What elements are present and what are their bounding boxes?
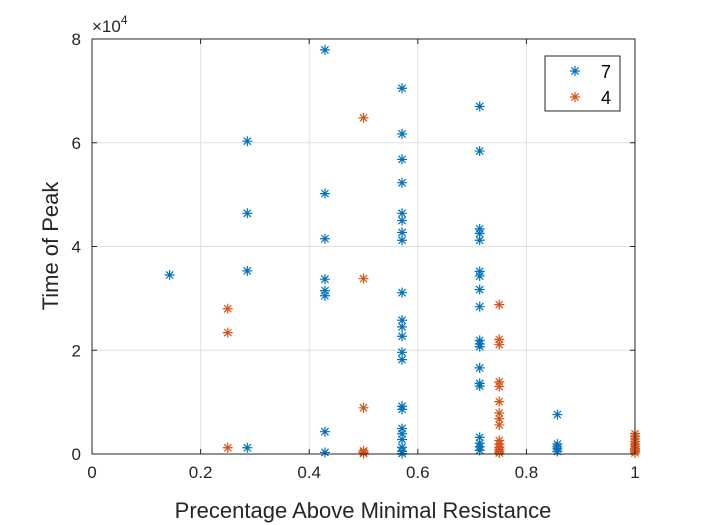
data-point (494, 396, 505, 407)
y-exponent-label: ×104 (92, 13, 128, 36)
data-point (397, 321, 408, 332)
x-tick-label: 0.4 (297, 463, 321, 482)
data-point (319, 426, 330, 437)
y-axis-label: Time of Peak (38, 181, 63, 311)
data-point (474, 146, 485, 157)
data-point (494, 419, 505, 430)
axis-ticks: 0 0.2 0.4 0.6 0.8 1 0 2 4 6 8 (72, 30, 640, 482)
data-point (474, 284, 485, 295)
data-point (397, 128, 408, 139)
data-point (319, 285, 330, 296)
legend-marker-7 (570, 66, 580, 76)
data-point (242, 136, 253, 147)
y-tick-label: 6 (72, 134, 81, 153)
data-point (319, 290, 330, 301)
data-point (494, 334, 505, 345)
y-tick-label: 4 (72, 238, 81, 257)
data-point (319, 274, 330, 285)
data-point (397, 404, 408, 415)
data-point (397, 423, 408, 434)
y-tick-label: 0 (72, 445, 81, 464)
data-point (474, 432, 485, 443)
legend: 74 (544, 55, 621, 112)
data-point (222, 442, 233, 453)
data-point (397, 208, 408, 219)
data-point (397, 347, 408, 358)
data-point (494, 299, 505, 310)
data-point (242, 208, 253, 219)
data-point (397, 177, 408, 188)
data-point (474, 362, 485, 373)
data-point (319, 188, 330, 199)
data-point (222, 303, 233, 314)
y-exponent-base: ×10 (92, 17, 121, 36)
data-point (474, 101, 485, 112)
data-point (358, 273, 369, 284)
data-point (397, 83, 408, 94)
data-point (397, 331, 408, 342)
y-tick-label: 8 (72, 30, 81, 49)
data-point (474, 235, 485, 246)
data-point (397, 287, 408, 298)
x-tick-label: 0.2 (189, 463, 213, 482)
data-point (358, 448, 369, 459)
series-7 (164, 44, 563, 459)
legend-label-7: 7 (601, 62, 611, 82)
data-point (397, 154, 408, 165)
data-point (397, 354, 408, 365)
data-point (494, 381, 505, 392)
data-point (242, 265, 253, 276)
data-point (164, 270, 175, 281)
legend-label-4: 4 (601, 88, 611, 108)
x-tick-label: 0 (87, 463, 96, 482)
data-point (242, 442, 253, 453)
data-point (474, 341, 485, 352)
data-point (397, 448, 408, 459)
data-point (397, 315, 408, 326)
data-point (552, 409, 563, 420)
data-point (474, 271, 485, 282)
data-point (494, 447, 505, 458)
y-tick-label: 2 (72, 341, 81, 360)
x-axis-label: Precentage Above Minimal Resistance (175, 498, 552, 523)
data-point (552, 446, 563, 457)
legend-box (544, 55, 621, 112)
data-point (494, 339, 505, 350)
data-point (397, 434, 408, 445)
data-point (319, 233, 330, 244)
data-point (319, 447, 330, 458)
data-point (358, 402, 369, 413)
legend-marker-4 (570, 92, 580, 102)
y-exponent-power: 4 (121, 13, 128, 27)
x-tick-label: 0.8 (515, 463, 539, 482)
data-point (474, 228, 485, 239)
data-point (397, 235, 408, 246)
x-tick-label: 1 (630, 463, 639, 482)
data-point (474, 445, 485, 456)
data-point (397, 215, 408, 226)
data-point (319, 44, 330, 55)
data-point (222, 327, 233, 338)
data-point (397, 428, 408, 439)
legend-items: 74 (570, 62, 611, 108)
data-point (494, 408, 505, 419)
data-point (474, 381, 485, 392)
data-point (474, 301, 485, 312)
data-point (358, 112, 369, 123)
x-tick-label: 0.6 (406, 463, 430, 482)
data-point (397, 227, 408, 238)
data-point (494, 413, 505, 424)
